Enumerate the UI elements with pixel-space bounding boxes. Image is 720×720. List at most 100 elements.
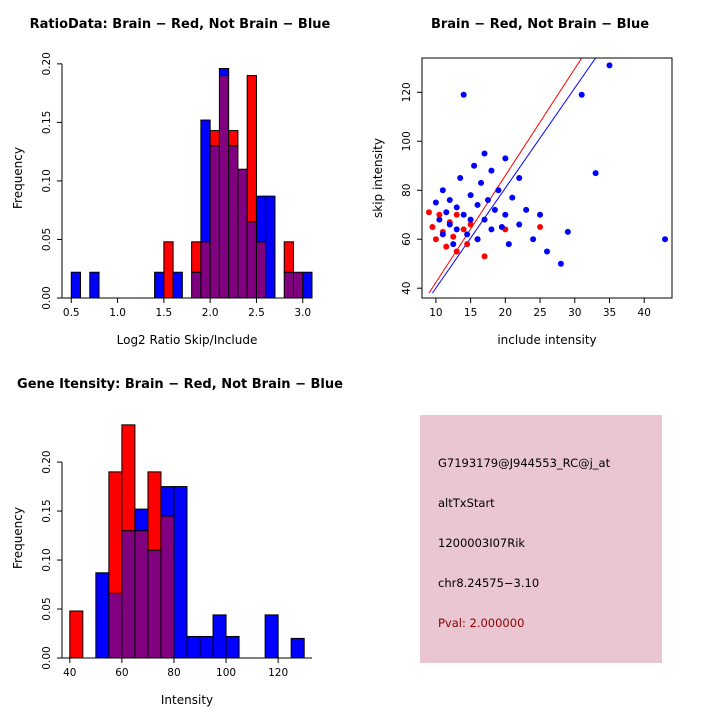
y-tick-label: 0.05 bbox=[41, 228, 53, 251]
scatter-point bbox=[509, 194, 516, 201]
scatter-point bbox=[443, 243, 450, 250]
hist-bar-overlap bbox=[255, 241, 267, 299]
scatter-point bbox=[439, 187, 446, 194]
x-tick-label: 10 bbox=[429, 307, 442, 319]
scatter-point bbox=[432, 199, 439, 206]
scatter-point bbox=[471, 162, 478, 169]
hist-bar bbox=[199, 635, 214, 659]
bar-svg: 0.5 1.0 1.5 2.0 2.5 3.0 0.00 0.05 0.10 0.15 0.20 Lo… bbox=[11, 52, 313, 347]
hist-bar-overlap bbox=[121, 530, 136, 659]
hist-bar-overlap bbox=[147, 549, 162, 659]
gene-intensity-histogram-plot: 40 60 80 100 120 0.00 0.05 0.10 0.15 0.20 Intensit… bbox=[0, 360, 360, 720]
gene-intensity-histogram-title: Gene Itensity: Brain − Red, Not Brain − … bbox=[17, 377, 343, 392]
x-tick-label: 25 bbox=[533, 307, 546, 319]
x-tick-label: 20 bbox=[499, 307, 512, 319]
y-tick-label: 60 bbox=[401, 233, 413, 246]
x-axis-label: Log2 Ratio Skip/Include bbox=[117, 333, 258, 347]
hist-bar bbox=[228, 130, 239, 147]
scatter-point bbox=[460, 226, 467, 233]
scatter-point bbox=[481, 216, 488, 223]
y-tick-label: 0.15 bbox=[41, 111, 53, 134]
scatter-point bbox=[446, 221, 453, 228]
hist-bar-overlap bbox=[218, 75, 230, 299]
scatter-point bbox=[453, 226, 460, 233]
scatter-point bbox=[453, 248, 460, 255]
y-axis-label: skip intensity bbox=[371, 138, 385, 218]
scatter-point bbox=[537, 223, 544, 230]
hist-bar-overlap bbox=[191, 271, 202, 299]
plot-box bbox=[421, 57, 673, 299]
scatter-point bbox=[537, 211, 544, 218]
panel-gene-info: G7193179@J944553_RC@j_at altTxStart 1200… bbox=[360, 360, 720, 720]
hist-bar bbox=[218, 68, 230, 77]
y-axis-label: Frequency bbox=[11, 147, 25, 209]
scatter-svg: 10 15 20 25 30 35 40 40 60 80 100 120 include intens… bbox=[371, 57, 673, 347]
pval-text: Pval: 2.000000 bbox=[438, 616, 525, 630]
y-tick-label: 40 bbox=[401, 282, 413, 295]
hist-bar bbox=[186, 635, 201, 659]
hist-bar bbox=[134, 508, 149, 532]
scatter-point bbox=[457, 175, 464, 181]
hist-bar bbox=[283, 241, 294, 273]
panel-intensity-scatter: 10 15 20 25 30 35 40 40 60 80 100 120 include intens… bbox=[360, 0, 720, 360]
hist-bar bbox=[290, 637, 305, 659]
x-tick-label: 1.5 bbox=[156, 307, 173, 319]
scatter-point bbox=[460, 91, 467, 98]
scatter-point bbox=[498, 223, 505, 230]
ratio-histogram-plot: 0.5 1.0 1.5 2.0 2.5 3.0 0.00 0.05 0.10 0.15 0.20 Lo… bbox=[0, 0, 360, 360]
scatter-point bbox=[592, 170, 599, 177]
scatter-point bbox=[516, 221, 523, 228]
x-tick-label: 100 bbox=[216, 667, 236, 679]
scatter-point bbox=[502, 211, 509, 218]
hist-bar bbox=[163, 241, 174, 299]
hist-bar bbox=[69, 610, 84, 659]
hist-bar bbox=[172, 271, 183, 299]
hist-bar bbox=[173, 486, 188, 659]
hist-bar bbox=[200, 119, 211, 243]
scatter-point bbox=[530, 236, 537, 243]
hist-bar-overlap bbox=[228, 145, 239, 299]
hist-bar-overlap bbox=[237, 168, 248, 299]
hist-bar bbox=[89, 271, 100, 299]
scatter-point bbox=[450, 241, 457, 248]
scatter-point bbox=[488, 167, 495, 174]
x-axis-label: Intensity bbox=[161, 693, 213, 707]
scatter-point bbox=[467, 216, 474, 223]
y-tick-label: 80 bbox=[401, 184, 413, 197]
hist-bar bbox=[302, 271, 313, 299]
y-tick-label: 100 bbox=[401, 131, 413, 151]
scatter-point bbox=[467, 221, 474, 228]
hist-bar bbox=[246, 75, 257, 223]
gene-info-box: G7193179@J944553_RC@j_at altTxStart 1200… bbox=[420, 415, 662, 663]
x-tick-label: 15 bbox=[464, 307, 477, 319]
scatter-point bbox=[446, 197, 453, 204]
scatter-point bbox=[481, 150, 488, 157]
scatter-point bbox=[606, 62, 613, 69]
event-type-text: altTxStart bbox=[438, 496, 495, 510]
scatter-point bbox=[578, 91, 585, 98]
y-tick-label: 0.10 bbox=[41, 169, 53, 192]
x-tick-label: 35 bbox=[603, 307, 616, 319]
hist-bar-overlap bbox=[134, 530, 149, 659]
bar-svg: 40 60 80 100 120 0.00 0.05 0.10 0.15 0.20 Intensit… bbox=[11, 424, 312, 707]
scatter-point bbox=[564, 228, 571, 235]
scatter-point bbox=[460, 211, 467, 218]
scatter-point bbox=[450, 233, 457, 240]
y-tick-label: 0.20 bbox=[41, 52, 53, 75]
y-tick-label: 120 bbox=[401, 82, 413, 102]
scatter-point bbox=[557, 260, 564, 267]
y-tick-label: 0.00 bbox=[41, 286, 53, 309]
scatter-point bbox=[505, 241, 512, 248]
hist-bar-overlap bbox=[283, 271, 294, 299]
scatter-point bbox=[436, 211, 443, 218]
x-tick-label: 80 bbox=[167, 667, 180, 679]
y-axis-label: Frequency bbox=[11, 507, 25, 569]
hist-bar bbox=[212, 614, 227, 659]
hist-bar bbox=[95, 572, 110, 659]
hist-bar bbox=[154, 271, 165, 299]
scatter-point bbox=[474, 236, 481, 243]
x-tick-label: 2.0 bbox=[202, 307, 219, 319]
hist-bar bbox=[147, 471, 162, 551]
scatter-point bbox=[502, 155, 509, 162]
